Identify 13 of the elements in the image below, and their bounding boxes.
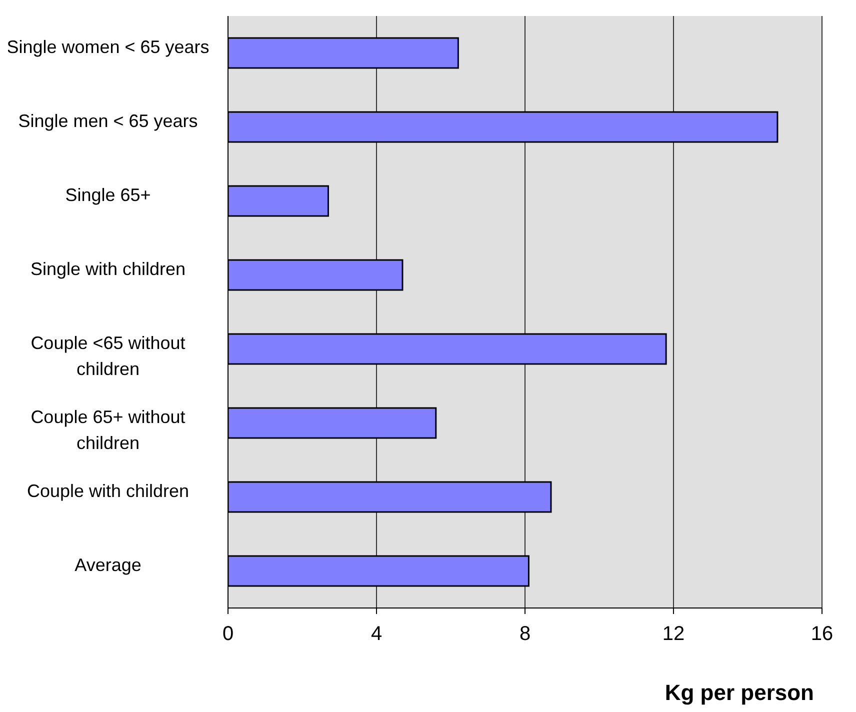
y-tick-label: Single with children	[30, 259, 186, 279]
y-tick-label: Couple 65+ without children	[30, 407, 186, 453]
y-tick-label: Single 65+	[65, 185, 151, 205]
x-tick-label: 0	[222, 623, 234, 646]
x-tick-label: 12	[662, 623, 685, 646]
x-tick-label: 4	[370, 623, 382, 646]
x-tick-label: 16	[810, 623, 834, 646]
x-tick-label: 8	[519, 623, 531, 646]
x-axis-title: Kg per person	[664, 680, 814, 705]
y-tick-label: Average	[74, 555, 142, 575]
y-tick-label: Couple with children	[26, 481, 190, 501]
y-tick-label: Couple <65 without children	[30, 333, 186, 379]
y-tick-label: Single men < 65 years	[18, 111, 198, 131]
